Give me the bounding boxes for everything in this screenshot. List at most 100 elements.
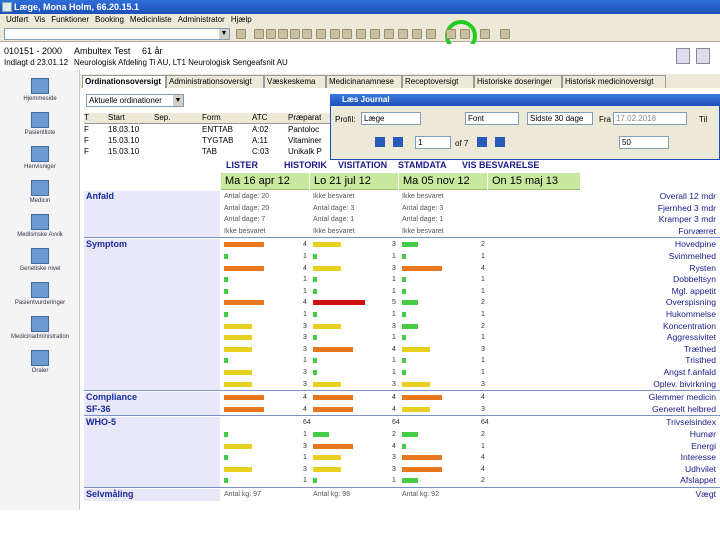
toolbar-button-icon[interactable] xyxy=(302,29,312,39)
font-select[interactable]: Font xyxy=(465,112,519,125)
score-bar xyxy=(313,288,317,294)
date-cell[interactable]: Lo 21 jul 12 xyxy=(309,173,398,190)
table-cell[interactable]: 15.03.10 xyxy=(108,136,140,145)
menu-item[interactable]: Hjælp xyxy=(230,15,252,24)
score-bar xyxy=(313,335,317,341)
next-page-icon[interactable] xyxy=(477,137,487,147)
first-page-icon[interactable] xyxy=(375,137,385,147)
table-header-cell[interactable]: T xyxy=(84,113,89,122)
grid-row: Aggressivitet 3 1 1 xyxy=(84,332,720,344)
table-cell[interactable]: TAB xyxy=(202,147,217,156)
nav-item[interactable]: Pasientliste xyxy=(0,112,80,136)
table-cell[interactable]: Vitaminer xyxy=(288,136,322,145)
row-label: Angst f.anfald xyxy=(663,367,716,377)
date-cell[interactable]: Ma 16 apr 12 xyxy=(220,173,309,190)
table-cell[interactable]: C:03 xyxy=(252,147,269,156)
ordination-filter[interactable]: Aktuelle ordinationer ▼ xyxy=(86,94,184,107)
menu-item[interactable]: Administrator xyxy=(177,15,225,24)
tab-3[interactable]: Medicinanamnese xyxy=(326,75,402,88)
score-value: 1 xyxy=(303,431,307,438)
table-header-cell[interactable]: Start xyxy=(108,113,125,122)
patient-name: Ambultex Test xyxy=(74,46,131,56)
menu-item[interactable]: Booking xyxy=(95,15,124,24)
menu-item[interactable]: Vis xyxy=(34,15,46,24)
menu-item[interactable]: Funktioner xyxy=(51,15,89,24)
tab-4[interactable]: Receptoversigt xyxy=(402,75,474,88)
toolbar-button-icon[interactable] xyxy=(480,29,490,39)
exit-icon[interactable] xyxy=(696,48,710,64)
tab-6[interactable]: Historisk medicinoversigt xyxy=(562,75,666,88)
toolbar-combo[interactable]: ▼ xyxy=(4,28,230,40)
toolbar-button-icon[interactable] xyxy=(412,29,422,39)
table-cell[interactable]: Pantoloc xyxy=(288,125,320,134)
tab-1[interactable]: Administrationsoversigt xyxy=(166,75,264,88)
vis-link-4[interactable]: VIS BESVARELSE xyxy=(462,160,540,170)
vis-link-2[interactable]: VISITATION xyxy=(338,160,388,170)
table-cell[interactable]: A:02 xyxy=(252,125,269,134)
fra-date-field[interactable]: 17.02.2018 xyxy=(613,112,687,125)
profile-select[interactable]: Læge xyxy=(361,112,421,125)
table-header-cell[interactable]: Sep. xyxy=(154,113,171,122)
toolbar-button-icon[interactable] xyxy=(266,29,276,39)
table-cell[interactable]: 15.03.10 xyxy=(108,147,140,156)
nav-item[interactable]: Medicin xyxy=(0,180,80,204)
nav-item[interactable]: Hjemmeside xyxy=(0,78,80,102)
toolbar-button-icon[interactable] xyxy=(278,29,288,39)
row-label: Træthed xyxy=(683,343,716,354)
toolbar-button-icon[interactable] xyxy=(500,29,510,39)
chevron-down-icon[interactable]: ▼ xyxy=(219,29,229,39)
toolbar-button-icon[interactable] xyxy=(290,29,300,39)
toolbar-button-icon[interactable] xyxy=(342,29,352,39)
vis-link-0[interactable]: LISTER xyxy=(226,160,259,170)
toolbar-button-icon[interactable] xyxy=(384,29,394,39)
toolbar-button-icon[interactable] xyxy=(460,29,470,39)
table-cell[interactable]: TYGTAB xyxy=(202,136,234,145)
table-cell[interactable]: 18.03.10 xyxy=(108,125,140,134)
page-number-field[interactable]: 1 xyxy=(415,136,451,149)
toolbar-button-icon[interactable] xyxy=(426,29,436,39)
toolbar-button-icon[interactable] xyxy=(398,29,408,39)
toolbar-button-icon[interactable] xyxy=(330,29,340,39)
menu-item[interactable]: Udført xyxy=(6,15,29,24)
period-select[interactable]: Sidste 30 dage xyxy=(527,112,593,125)
last-page-icon[interactable] xyxy=(495,137,505,147)
table-header-cell[interactable]: ATC xyxy=(252,113,268,122)
table-cell[interactable]: F xyxy=(84,147,89,156)
toolbar-button-icon[interactable] xyxy=(446,29,456,39)
table-cell[interactable]: ENTTAB xyxy=(202,125,233,134)
zoom-field[interactable]: 50 xyxy=(619,136,669,149)
nav-item[interactable]: Oraler xyxy=(0,350,80,374)
tab-2[interactable]: Væskeskema xyxy=(264,75,326,88)
date-cell[interactable]: On 15 maj 13 xyxy=(487,173,576,190)
document-icon[interactable] xyxy=(676,48,690,64)
score-value: 4 xyxy=(392,394,396,402)
table-cell[interactable]: F xyxy=(84,125,89,134)
menu-item[interactable]: Medicinliste xyxy=(129,15,172,24)
vis-link-1[interactable]: HISTORIK xyxy=(284,160,327,170)
nav-item[interactable]: Pasientvurderinger xyxy=(0,282,80,306)
score-value: 3 xyxy=(392,241,396,249)
table-cell[interactable]: Unikalk P xyxy=(288,147,322,156)
tab-0[interactable]: Ordinationsoversigt xyxy=(82,75,166,88)
nav-item[interactable]: Genetiske nivel xyxy=(0,248,80,272)
prev-page-icon[interactable] xyxy=(393,137,403,147)
toolbar-button-icon[interactable] xyxy=(370,29,380,39)
score-value: 3 xyxy=(303,322,307,330)
chevron-down-icon[interactable]: ▼ xyxy=(173,95,183,106)
table-cell[interactable]: F xyxy=(84,136,89,145)
vis-link-3[interactable]: STAMDATA xyxy=(398,160,447,170)
table-header-cell[interactable]: Form xyxy=(202,113,221,122)
toolbar-button-icon[interactable] xyxy=(316,29,326,39)
nav-item[interactable]: Medisinske Avvik xyxy=(0,214,80,238)
table-header-cell[interactable]: Præparat xyxy=(288,113,322,122)
score-value: 1 xyxy=(303,454,307,462)
nav-item[interactable]: Henvisniger xyxy=(0,146,80,170)
toolbar-button-icon[interactable] xyxy=(254,29,264,39)
toolbar-button-icon[interactable] xyxy=(236,29,246,39)
date-cell[interactable]: Ma 05 nov 12 xyxy=(398,173,487,190)
tab-5[interactable]: Historiske doseringer xyxy=(474,75,562,88)
table-cell[interactable]: A:11 xyxy=(252,136,268,145)
toolbar-button-icon[interactable] xyxy=(356,29,366,39)
score-value: 2 xyxy=(481,241,485,249)
nav-item[interactable]: Medicinadministration xyxy=(0,316,80,340)
